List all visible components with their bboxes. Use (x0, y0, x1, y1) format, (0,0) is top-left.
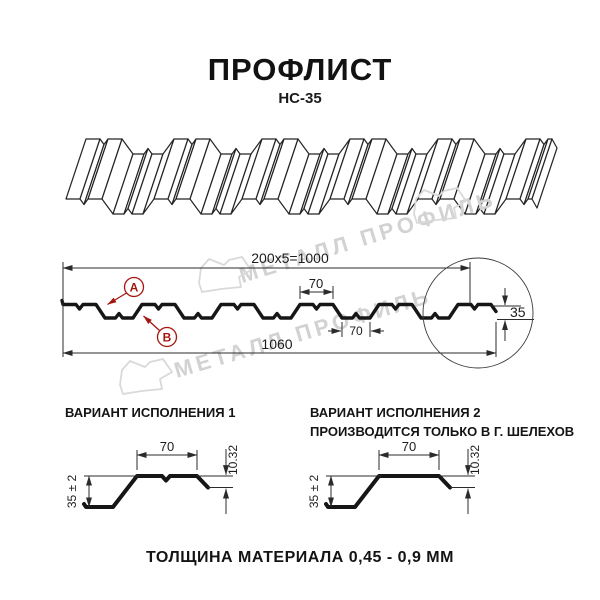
brand-logo-watermark-icon (198, 256, 252, 293)
v1-dim-width: 70 (160, 439, 174, 454)
variant2-title: ВАРИАНТ ИСПОЛНЕНИЯ 2 ПРОИЗВОДИТСЯ ТОЛЬКО… (310, 403, 574, 441)
brand-logo-watermark-icon (413, 187, 467, 224)
variant2-title-line1: ВАРИАНТ ИСПОЛНЕНИЯ 2 (310, 405, 481, 420)
v1-dim-height: 35 ± 2 (65, 475, 79, 509)
v2-dim-height: 35 ± 2 (307, 475, 321, 509)
page-subtitle: НС-35 (278, 90, 322, 107)
cross-section-profile (60, 298, 498, 320)
variant2-title-line2: ПРОИЗВОДИТСЯ ТОЛЬКО В Г. ШЕЛЕХОВ (310, 424, 575, 439)
dim-total-top: 200x5=1000 (251, 250, 329, 266)
dim-rib-top: 70 (309, 276, 323, 291)
material-thickness-note: ТОЛЩИНА МАТЕРИАЛА 0,45 - 0,9 ММ (146, 549, 454, 566)
variant2-drawing: 35 ± 2 70 10.32 (307, 439, 482, 514)
dim-overall: 1060 (261, 336, 292, 352)
callout-a-label: А (130, 281, 139, 295)
section-dimensions: 200x5=1000 70 70 1060 35 (62, 250, 534, 369)
variant1-drawing: 35 ± 2 70 10.32 (65, 439, 240, 514)
sheet-face (531, 138, 558, 209)
v2-dim-edge: 10.32 (468, 445, 482, 475)
variant1-title: ВАРИАНТ ИСПОЛНЕНИЯ 1 (65, 405, 236, 420)
callout-b-label: В (163, 331, 172, 345)
watermark-text-2: МЕТАЛЛ ПРОФИЛЬ (171, 283, 434, 383)
callout-labels: А В (107, 276, 178, 348)
page-title: ПРОФЛИСТ (207, 52, 393, 87)
v2-dim-width: 70 (402, 439, 416, 454)
dim-rib-bottom: 70 (349, 324, 363, 338)
v1-dim-edge: 10.32 (226, 445, 240, 475)
corrugated-sheet-3d-drawing (65, 138, 558, 215)
detail-circle (422, 257, 534, 369)
dim-height: 35 (510, 304, 526, 320)
brand-logo-watermark-icon (119, 358, 173, 395)
